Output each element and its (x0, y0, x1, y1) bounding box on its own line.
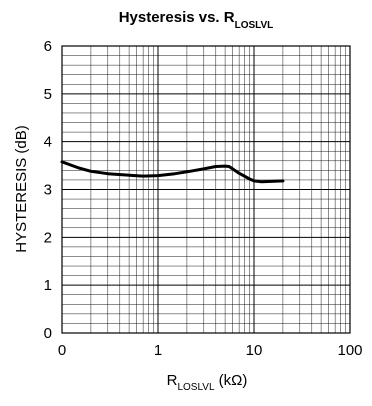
y-tick-label: 2 (44, 229, 52, 246)
chart-title: Hysteresis vs. RLOSLVL (119, 9, 274, 31)
y-axis-label: HYSTERESIS (dB) (13, 125, 30, 253)
y-tick-label: 6 (44, 38, 52, 55)
x-tick-labels: 0 1 10 100 (58, 342, 363, 359)
y-tick-label: 3 (44, 182, 52, 199)
y-tick-labels: 0 1 2 3 4 5 6 (44, 38, 52, 342)
y-tick-label: 5 (44, 86, 52, 103)
plot-frame (61, 45, 351, 334)
x-axis-label: RLOSLVL (kΩ) (167, 372, 248, 393)
series-line-hysteresis (60, 160, 285, 184)
x-tick-label: 10 (246, 342, 263, 359)
y-tick-label: 0 (44, 325, 52, 342)
x-tick-label: 100 (337, 342, 362, 359)
grid (61, 45, 350, 334)
y-tick-label: 1 (44, 277, 52, 294)
y-tick-label: 4 (44, 134, 52, 151)
x-tick-label: 1 (154, 342, 162, 359)
x-tick-label: 0 (58, 342, 66, 359)
